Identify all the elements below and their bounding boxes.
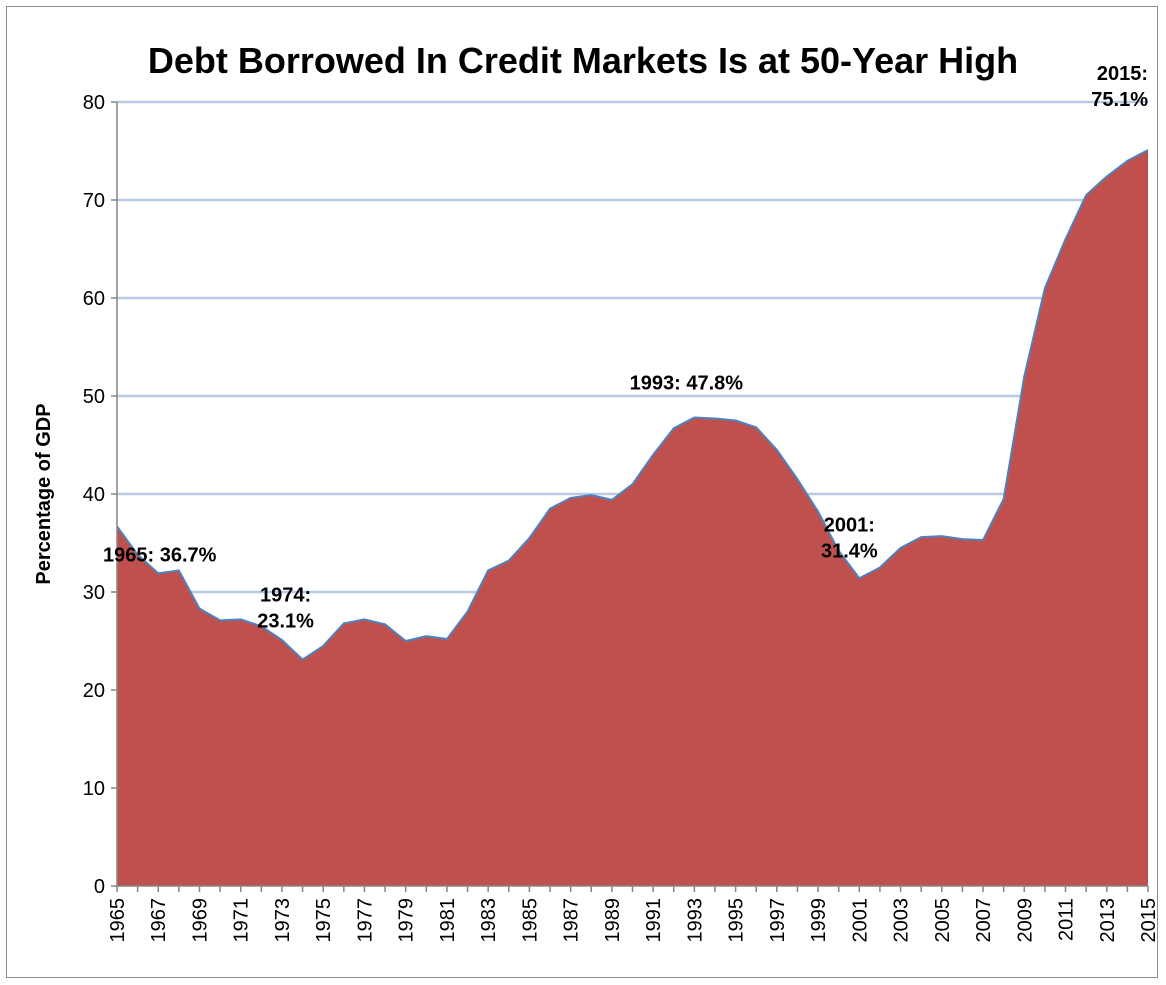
x-tick-label: 1995 xyxy=(726,898,748,943)
x-tick-label: 1971 xyxy=(231,898,253,943)
x-tick-label: 2011 xyxy=(1056,898,1078,941)
x-tick-label: 1967 xyxy=(148,898,170,943)
x-tick-label: 2005 xyxy=(932,898,954,943)
data-annotation: 1974: xyxy=(260,585,311,607)
y-tick-label: 40 xyxy=(83,484,105,506)
y-tick-label: 30 xyxy=(83,582,105,604)
x-tick-label: 1997 xyxy=(767,898,789,943)
x-tick-label: 2015 xyxy=(1138,898,1160,943)
x-tick-label: 1991 xyxy=(643,898,665,943)
y-axis-label: Percentage of GDP xyxy=(33,403,55,584)
y-tick-label: 20 xyxy=(83,680,105,702)
x-tick-label: 1969 xyxy=(189,898,211,943)
y-tick-label: 10 xyxy=(83,778,105,800)
x-tick-label: 1983 xyxy=(478,898,500,943)
x-tick-label: 2007 xyxy=(973,898,995,943)
x-tick-label: 1977 xyxy=(354,898,376,943)
x-tick-label: 1985 xyxy=(519,898,541,943)
y-tick-label: 80 xyxy=(83,92,105,114)
x-tick-label: 1973 xyxy=(272,898,294,943)
data-annotation: 1993: 47.8% xyxy=(630,373,744,395)
data-annotation: 75.1% xyxy=(1091,89,1148,111)
x-tick-label: 2013 xyxy=(1097,898,1119,943)
x-tick-label: 2003 xyxy=(891,898,913,943)
area-series-fill xyxy=(117,150,1148,886)
x-tick-label: 1989 xyxy=(602,898,624,943)
x-tick-label: 2001 xyxy=(849,898,871,943)
x-tick-label: 2009 xyxy=(1014,898,1036,943)
area-series-line xyxy=(116,149,1149,661)
x-tick-label: 1987 xyxy=(561,898,583,943)
data-annotation: 1965: 36.7% xyxy=(103,544,217,566)
data-annotation: 2015: xyxy=(1097,63,1148,85)
y-tick-label: 70 xyxy=(83,190,105,212)
y-tick-label: 50 xyxy=(83,386,105,408)
y-tick-label: 60 xyxy=(83,288,105,310)
x-tick-label: 1965 xyxy=(107,898,129,943)
x-tick-label: 1993 xyxy=(684,898,706,943)
x-tick-label: 1999 xyxy=(808,898,830,943)
data-annotation: 2001: xyxy=(824,514,875,536)
chart-title: Debt Borrowed In Credit Markets Is at 50… xyxy=(147,40,1019,81)
data-annotation: 31.4% xyxy=(821,540,878,562)
x-tick-label: 1975 xyxy=(313,898,335,943)
x-tick-label: 1979 xyxy=(396,898,418,943)
y-tick-label: 0 xyxy=(94,876,105,898)
data-annotation: 23.1% xyxy=(257,611,314,633)
x-tick-label: 1981 xyxy=(437,898,459,943)
